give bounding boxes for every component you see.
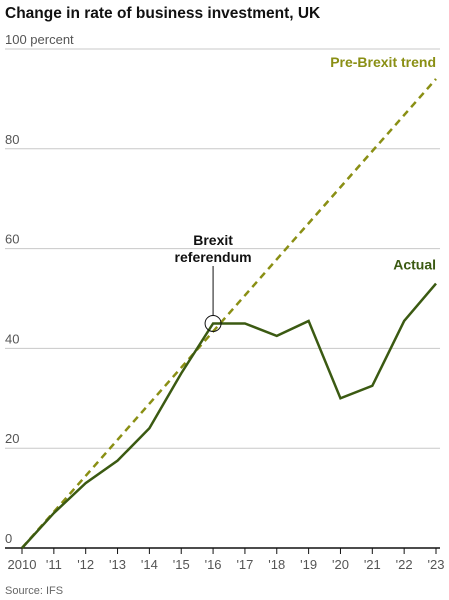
- series-line: [21, 282, 437, 549]
- source: Source: IFS: [5, 585, 63, 597]
- x-tick-label: '15: [173, 557, 190, 572]
- x-tick-label: '18: [268, 557, 285, 572]
- y-tick-label: 0: [5, 531, 12, 546]
- x-tick-label: '20: [332, 557, 349, 572]
- y-tick-label: 40: [5, 331, 19, 346]
- series-line: [21, 78, 437, 549]
- y-tick-label: 100 percent: [5, 32, 74, 47]
- annotation-text: Brexit: [193, 232, 233, 248]
- annotation-text: referendum: [175, 249, 252, 265]
- x-tick-label: '19: [300, 557, 317, 572]
- x-tick-label: '11: [46, 557, 62, 572]
- x-tick-label: '22: [396, 557, 413, 572]
- series-label: Pre-Brexit trend: [330, 54, 436, 70]
- x-tick-label: '17: [236, 557, 253, 572]
- y-tick-label: 60: [5, 232, 19, 247]
- x-tick-label: '23: [428, 557, 445, 572]
- x-tick-label: '14: [141, 557, 158, 572]
- chart-title: Change in rate of business investment, U…: [5, 5, 321, 22]
- y-tick-label: 80: [5, 132, 19, 147]
- series-label: Actual: [393, 257, 436, 273]
- x-tick-label: '12: [77, 557, 94, 572]
- y-tick-label: 20: [5, 431, 19, 446]
- x-tick-label: '16: [205, 557, 222, 572]
- x-tick-label: '13: [109, 557, 126, 572]
- annotation-marker: [204, 314, 222, 332]
- x-tick-label: '21: [364, 557, 381, 572]
- x-tick-label: 2010: [8, 557, 37, 572]
